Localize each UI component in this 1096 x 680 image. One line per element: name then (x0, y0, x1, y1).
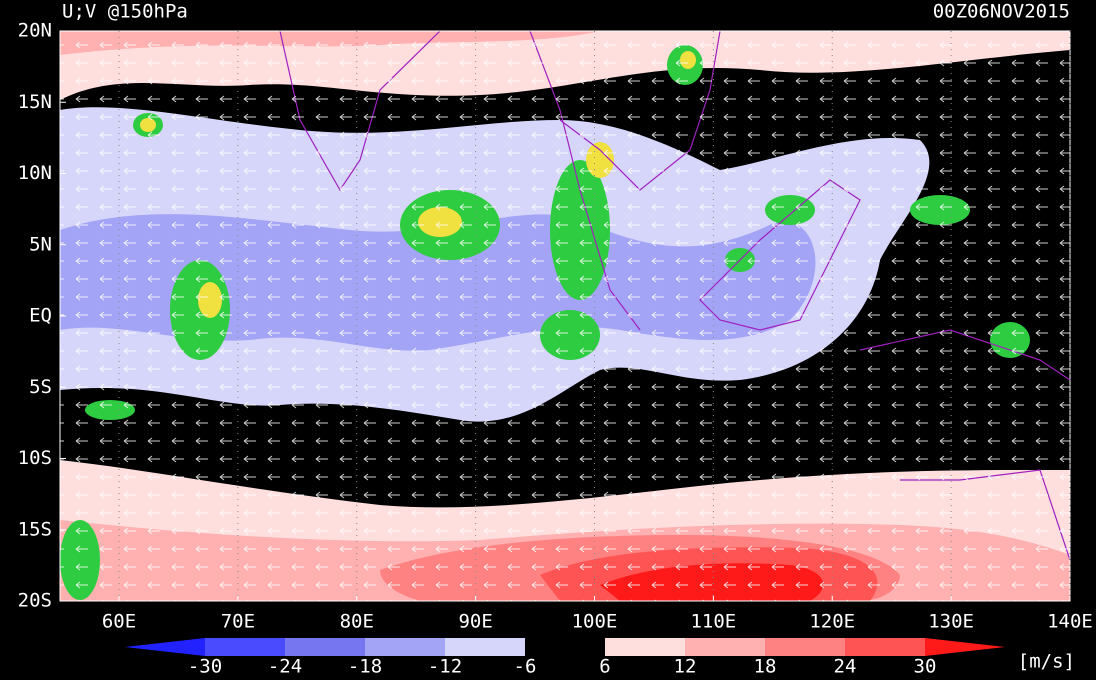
colorbar-label: 30 (914, 656, 937, 678)
colorbar-box (605, 638, 685, 656)
lat-label: 20N (18, 20, 52, 42)
lon-label: 130E (928, 611, 974, 633)
colorbar-unit: [m/s] (1018, 651, 1075, 673)
colorbar-label: 12 (674, 656, 697, 678)
colorbar-arrow (925, 638, 1005, 656)
lat-label: 10N (18, 162, 52, 184)
lat-label: 20S (18, 590, 52, 612)
lon-label: 80E (340, 611, 374, 633)
colorbar-box (685, 638, 765, 656)
colorbar-box (285, 638, 365, 656)
colorbar-box (205, 638, 285, 656)
lat-label: 10S (18, 447, 52, 469)
lon-label: 110E (690, 611, 736, 633)
lat-label: 5S (29, 376, 52, 398)
colorbar: -30 -24 -18 -12 -6 6 12 18 24 30 [m/s] (125, 638, 1075, 678)
lon-label: 100E (572, 611, 618, 633)
colorbar-box (445, 638, 525, 656)
lon-label: 60E (102, 611, 136, 633)
axes: 20N 15N 10N 5N EQ 5S 10S 15S 20S 60E 70E 80E 90E 100E… (18, 20, 1093, 633)
colorbar-arrow (125, 638, 205, 656)
lat-label: 5N (29, 233, 52, 255)
lon-label: 90E (458, 611, 492, 633)
time: 00Z06NOV2015 (933, 1, 1070, 23)
title: U;V @150hPa (62, 1, 188, 23)
colorbar-box (845, 638, 925, 656)
colorbar-box (525, 638, 605, 656)
colorbar-label: 18 (754, 656, 777, 678)
lon-label: 70E (221, 611, 255, 633)
lon-label: 140E (1047, 611, 1093, 633)
colorbar-box (765, 638, 845, 656)
colorbar-label: -6 (514, 656, 537, 678)
colorbar-label: -24 (268, 656, 302, 678)
field (60, 31, 1070, 601)
lon-label: 120E (809, 611, 855, 633)
colorbar-box (365, 638, 445, 656)
colorbar-label: 6 (599, 656, 610, 678)
colorbar-label: -12 (428, 656, 462, 678)
colorbar-label: -18 (348, 656, 382, 678)
lat-label: EQ (29, 305, 52, 327)
lat-label: 15S (18, 518, 52, 540)
lat-label: 15N (18, 91, 52, 113)
colorbar-label: -30 (188, 656, 222, 678)
colorbar-label: 24 (834, 656, 857, 678)
